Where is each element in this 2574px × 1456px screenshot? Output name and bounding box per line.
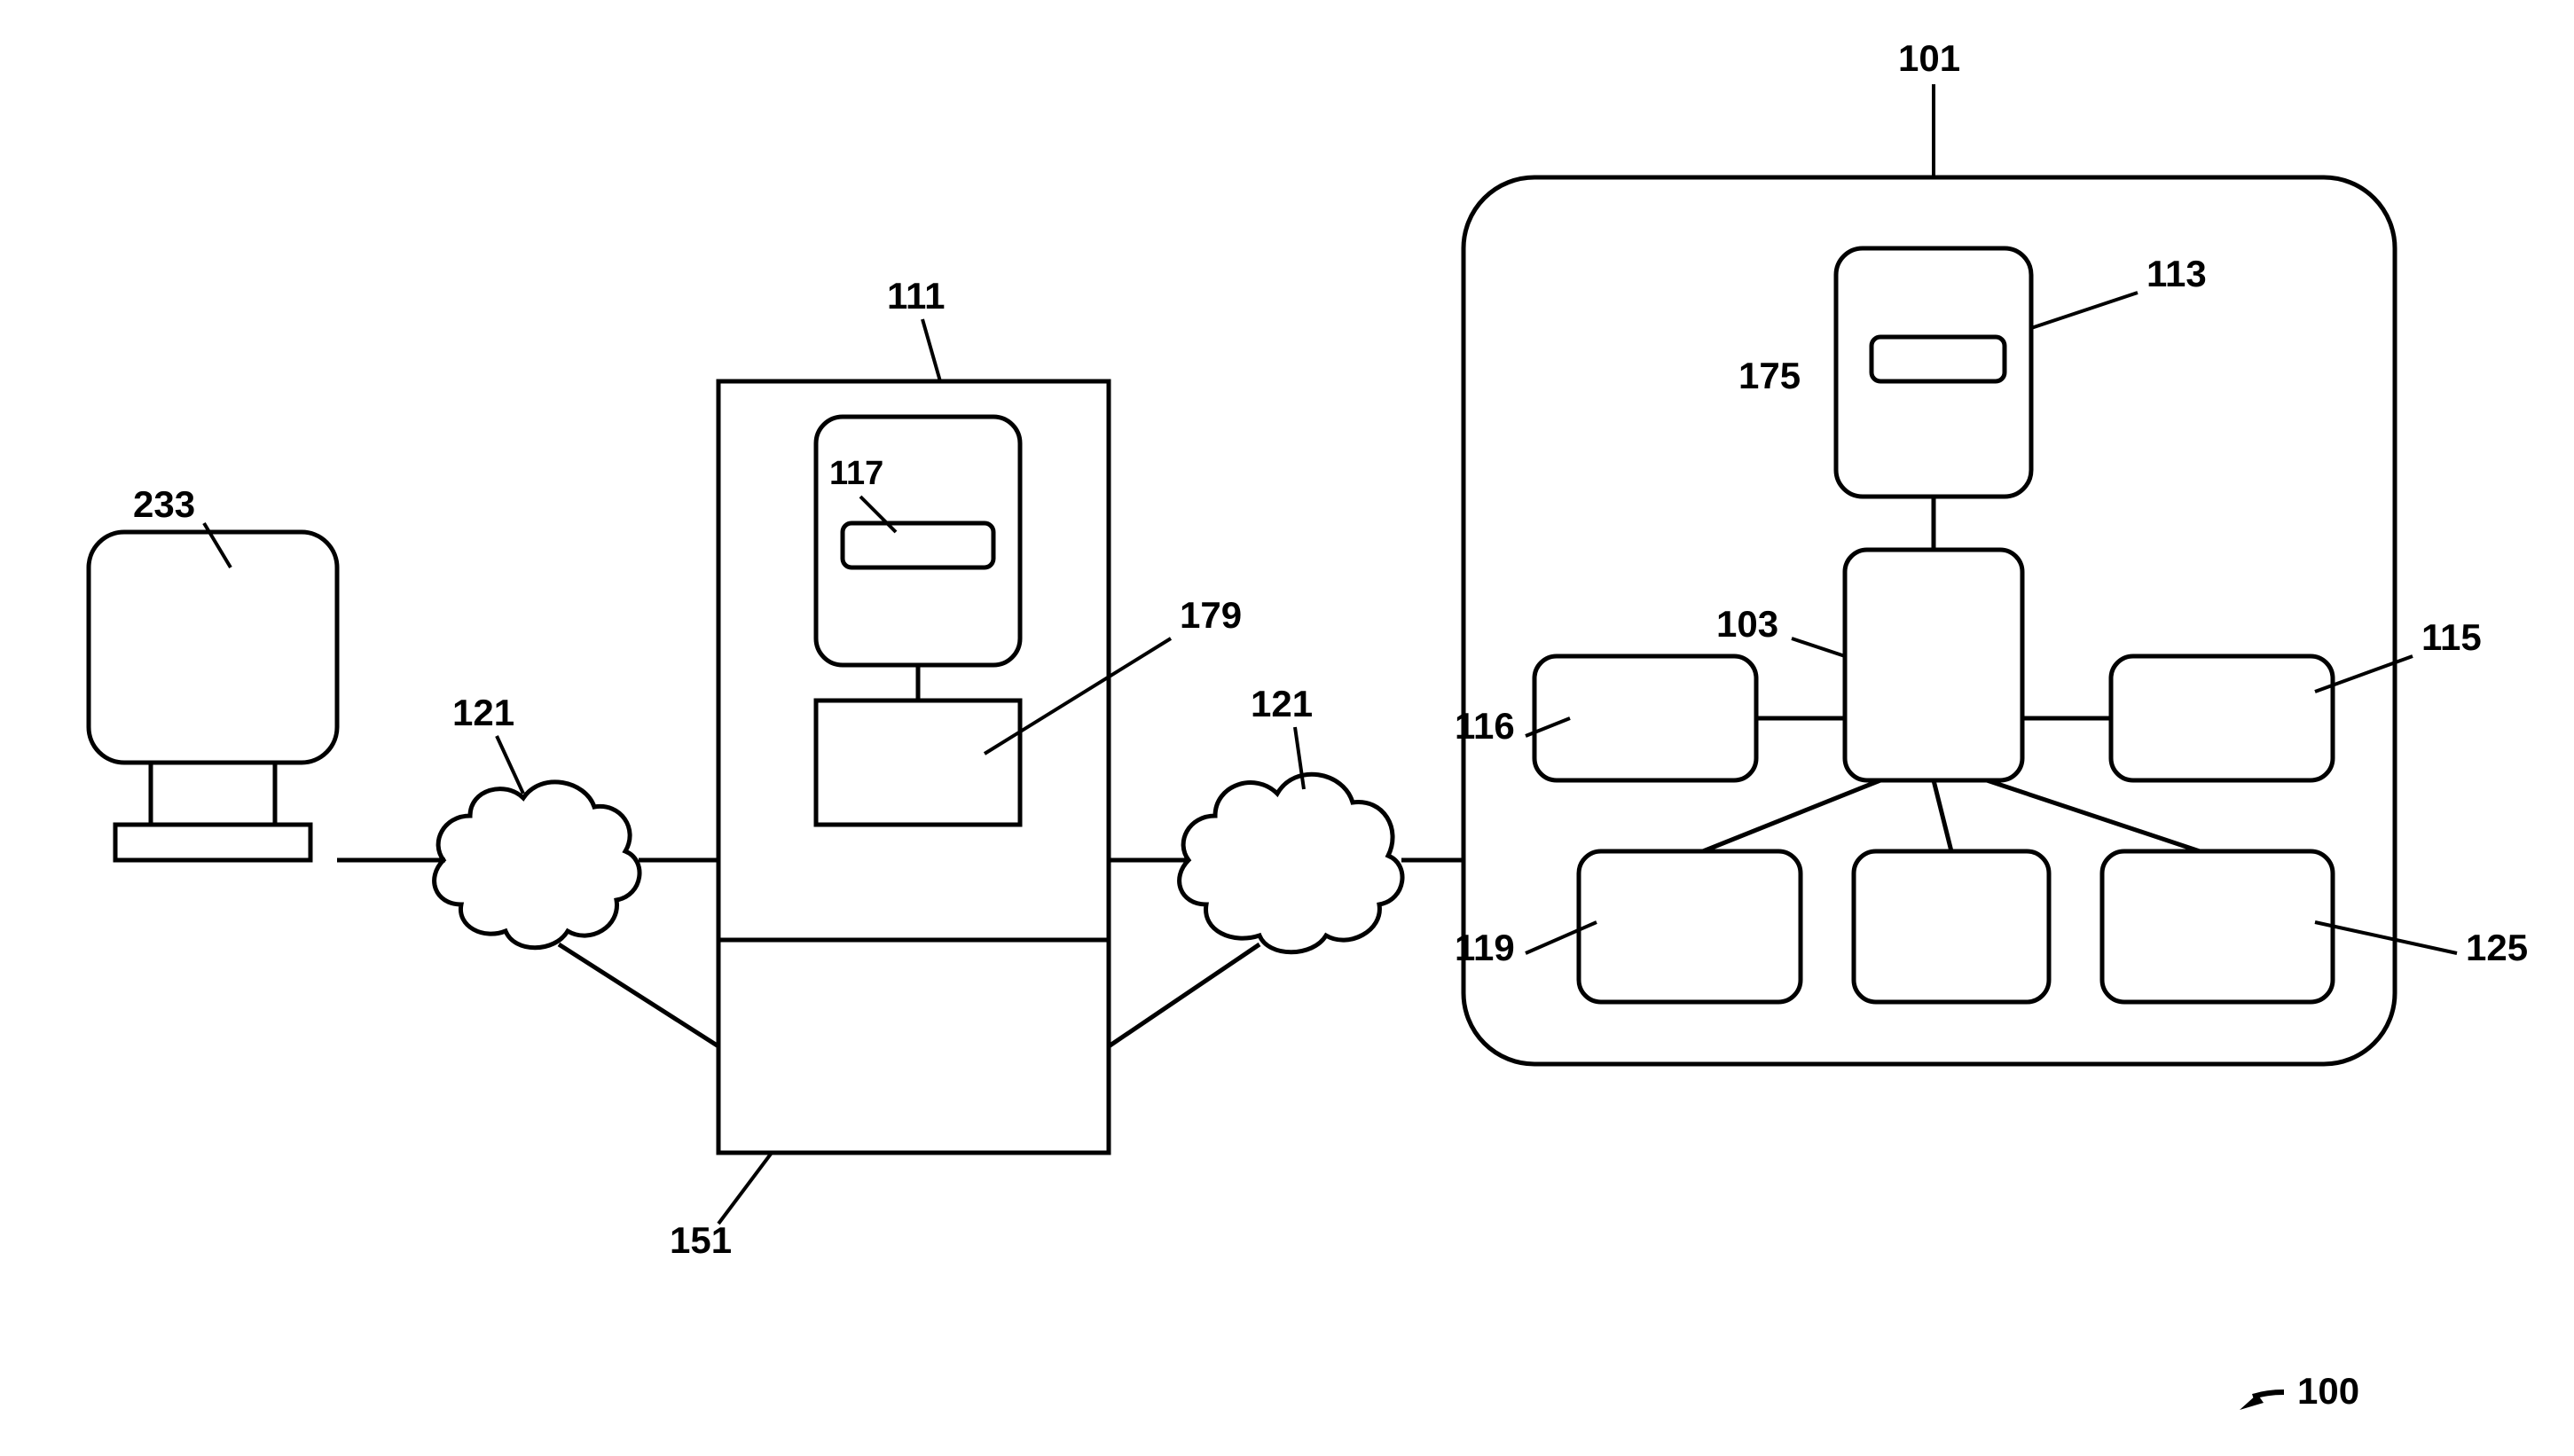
cloud-right (1180, 774, 1402, 952)
diagram-svg (0, 0, 2574, 1452)
center-box (1845, 550, 2022, 780)
label-121-left: 121 (452, 692, 514, 734)
leader-151 (718, 1153, 772, 1224)
diagram-container: 233 121 121 111 117 179 151 101 113 175 … (0, 0, 2574, 1452)
label-125: 125 (2466, 927, 2528, 969)
right-container (1464, 177, 2395, 1064)
inner-small-box (816, 701, 1020, 825)
leader-119 (1526, 922, 1597, 953)
label-151: 151 (670, 1219, 732, 1262)
line-cloudleft-bottom (559, 944, 718, 1046)
label-115: 115 (2421, 616, 2482, 659)
middle-box (718, 381, 1109, 940)
top-device (1836, 248, 2031, 497)
inner-slot (843, 523, 993, 568)
leader-103 (1792, 638, 1845, 656)
computer-shape (89, 532, 337, 860)
label-100: 100 (2297, 1370, 2359, 1413)
bottom-box (718, 940, 1109, 1153)
inner-device (816, 417, 1020, 665)
leader-121l (497, 736, 523, 794)
label-103: 103 (1716, 603, 1778, 646)
label-233: 233 (133, 483, 195, 526)
bottom-right-box (2102, 851, 2333, 1002)
leader-111 (922, 319, 940, 381)
line-center-bl (1703, 780, 1880, 851)
label-111: 111 (887, 275, 945, 317)
label-175: 175 (1738, 355, 1801, 397)
leader-121r (1295, 727, 1304, 789)
top-slot (1872, 337, 2005, 381)
leader-125 (2315, 922, 2457, 953)
leader-115 (2315, 656, 2413, 692)
bottom-left-box (1579, 851, 1801, 1002)
label-179: 179 (1180, 594, 1242, 637)
label-117: 117 (829, 455, 883, 493)
label-121-right: 121 (1251, 683, 1313, 725)
right-box (2111, 656, 2333, 780)
leader-113 (2031, 293, 2138, 328)
leader-117 (860, 497, 896, 532)
cloud-left (435, 782, 640, 948)
line-center-bc (1934, 780, 1951, 851)
line-center-br (1987, 780, 2200, 851)
label-101: 101 (1898, 37, 1960, 80)
label-113: 113 (2146, 253, 2207, 295)
label-116: 116 (1455, 705, 1515, 748)
label-119: 119 (1455, 927, 1515, 969)
line-cloudright-bottom (1109, 944, 1260, 1046)
bottom-center-box (1854, 851, 2049, 1002)
